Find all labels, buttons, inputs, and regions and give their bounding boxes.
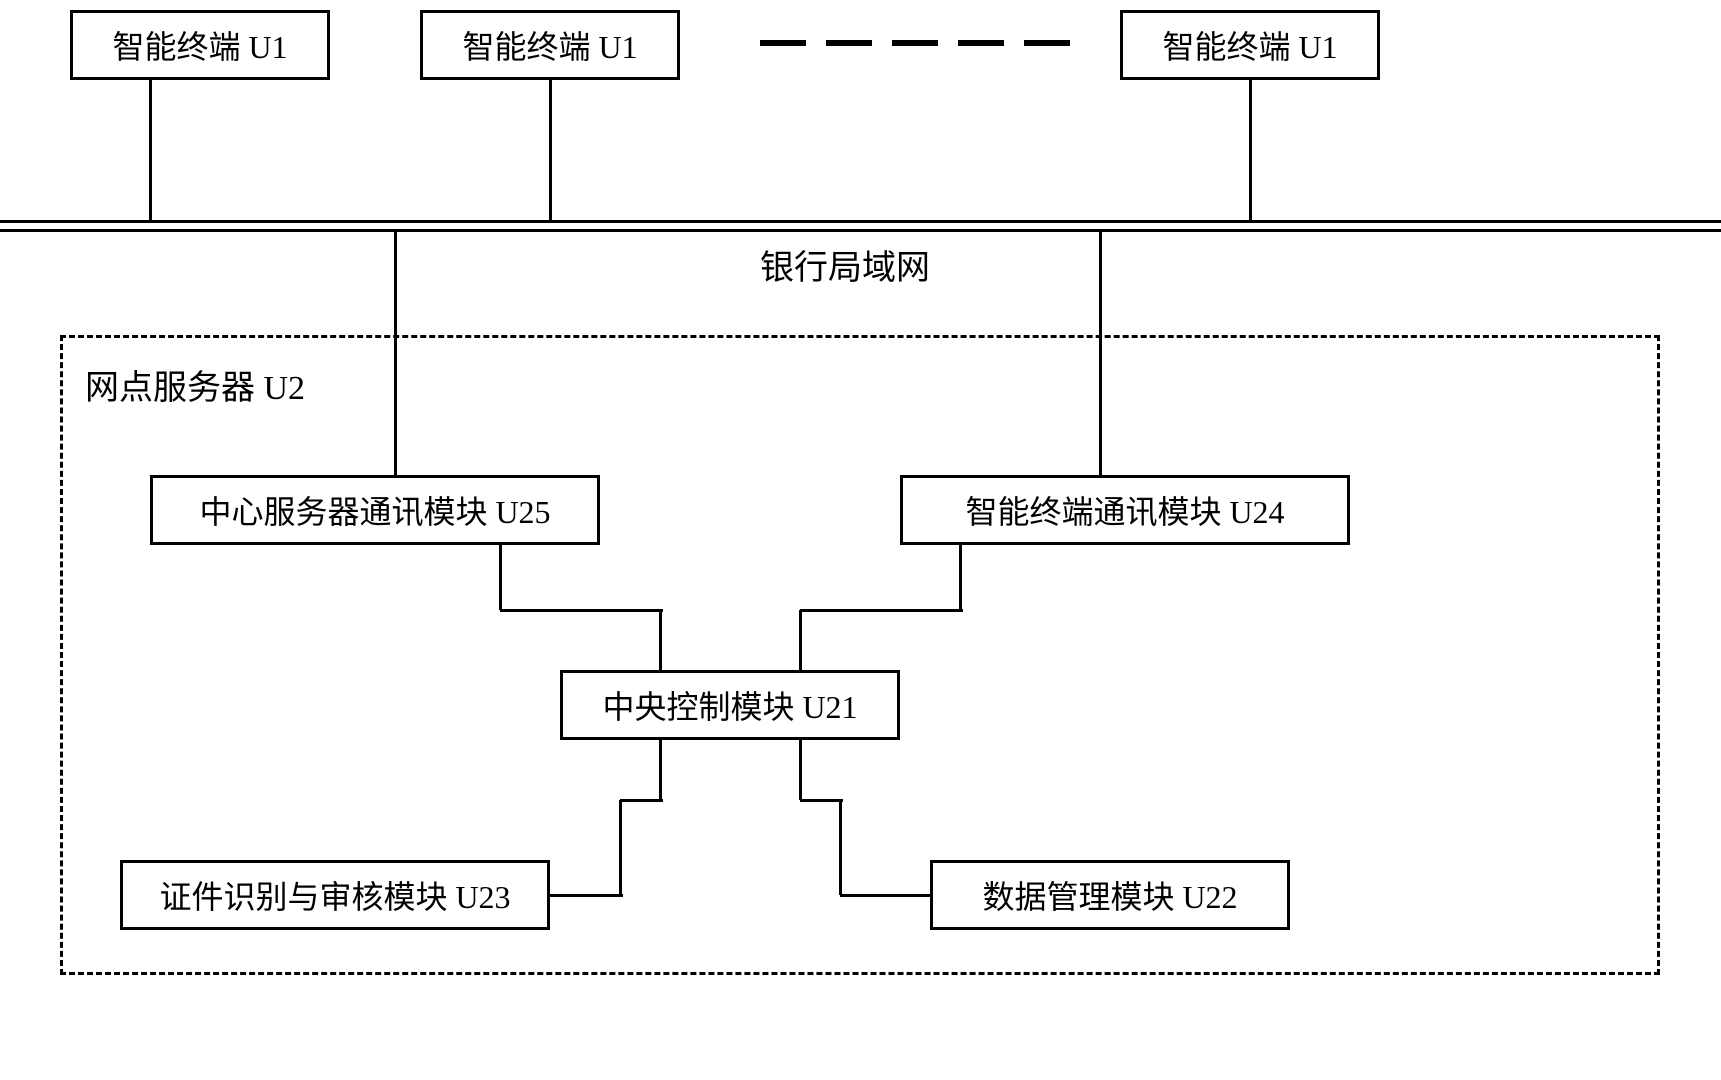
connector <box>149 80 152 220</box>
module-u21: 中央控制模块 U21 <box>560 670 900 740</box>
ellipsis-dash <box>1024 40 1070 46</box>
module-u24: 智能终端通讯模块 U24 <box>900 475 1350 545</box>
bus-label: 银行局域网 <box>760 240 930 289</box>
terminal-box: 智能终端 U1 <box>70 10 330 80</box>
server-container-label: 网点服务器 U2 <box>85 360 305 409</box>
ellipsis-dash <box>958 40 1004 46</box>
terminal-label: 智能终端 U1 <box>112 22 287 68</box>
connector <box>1249 80 1252 220</box>
module-label: 智能终端通讯模块 U24 <box>965 487 1284 533</box>
module-label: 数据管理模块 U22 <box>982 872 1237 918</box>
connector <box>799 610 802 670</box>
connector <box>549 80 552 220</box>
module-u25: 中心服务器通讯模块 U25 <box>150 475 600 545</box>
connector <box>839 800 842 895</box>
connector <box>619 800 622 895</box>
connector <box>550 894 623 897</box>
module-label: 中央控制模块 U21 <box>602 682 857 728</box>
module-label: 中心服务器通讯模块 U25 <box>199 487 550 533</box>
module-label: 证件识别与审核模块 U23 <box>159 872 510 918</box>
bus-line <box>0 220 1721 232</box>
terminal-label: 智能终端 U1 <box>1162 22 1337 68</box>
connector <box>659 610 662 670</box>
connector <box>394 232 397 475</box>
connector <box>840 894 933 897</box>
connector <box>659 740 662 800</box>
connector <box>500 609 663 612</box>
ellipsis-dash <box>826 40 872 46</box>
connector <box>800 799 843 802</box>
ellipsis-dash <box>892 40 938 46</box>
connector <box>620 799 663 802</box>
connector <box>800 609 963 612</box>
connector <box>799 740 802 800</box>
module-u23: 证件识别与审核模块 U23 <box>120 860 550 930</box>
connector <box>499 545 502 610</box>
terminal-box: 智能终端 U1 <box>1120 10 1380 80</box>
connector <box>959 545 962 610</box>
module-u22: 数据管理模块 U22 <box>930 860 1290 930</box>
terminal-label: 智能终端 U1 <box>462 22 637 68</box>
ellipsis-dash <box>760 40 806 46</box>
connector <box>1099 232 1102 475</box>
terminal-box: 智能终端 U1 <box>420 10 680 80</box>
